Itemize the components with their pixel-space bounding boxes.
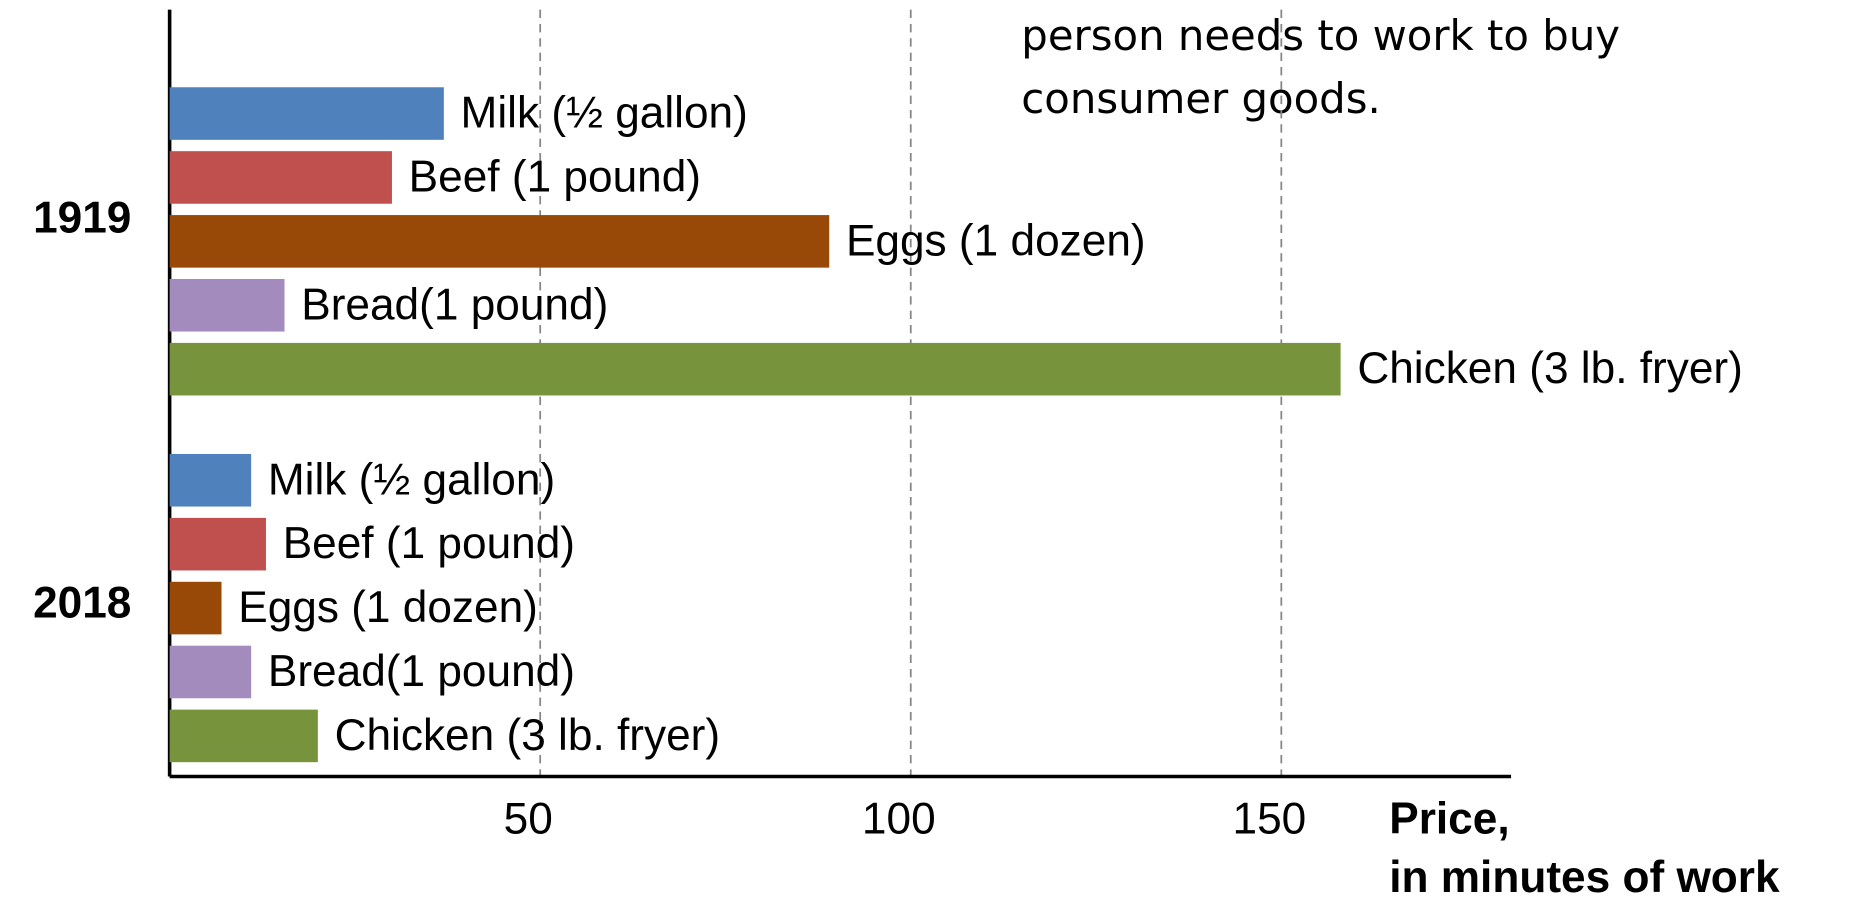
x-tick-label: 100 bbox=[862, 795, 936, 844]
bar-label: Beef (1 pound) bbox=[283, 519, 575, 568]
bar bbox=[169, 453, 252, 507]
bar-label: Eggs (1 dozen) bbox=[846, 216, 1146, 265]
bar-label: Milk (½ gallon) bbox=[461, 89, 748, 138]
bar bbox=[169, 645, 252, 699]
bar-label: Milk (½ gallon) bbox=[268, 455, 555, 504]
bar-label: Chicken (3 lb. fryer) bbox=[335, 711, 721, 760]
x-tick-label: 150 bbox=[1232, 795, 1306, 844]
axis-title: Price, bbox=[1389, 795, 1509, 844]
annotation: person needs to work to buy bbox=[1021, 11, 1620, 60]
bar-label: Eggs (1 dozen) bbox=[238, 583, 538, 632]
bar bbox=[169, 151, 392, 204]
bar bbox=[169, 87, 444, 140]
group-label: 2018 bbox=[33, 578, 131, 627]
bar bbox=[169, 342, 1341, 396]
bar-label: Bread(1 pound) bbox=[301, 280, 608, 329]
bar bbox=[169, 517, 266, 571]
bar bbox=[169, 581, 222, 635]
bar-label: Bread(1 pound) bbox=[268, 647, 575, 696]
axis-title: in minutes of work bbox=[1389, 853, 1780, 902]
bar bbox=[169, 709, 318, 763]
x-tick-label: 50 bbox=[504, 795, 553, 844]
bar bbox=[169, 278, 285, 332]
bar-label: Chicken (3 lb. fryer) bbox=[1357, 344, 1743, 393]
bar bbox=[169, 215, 830, 268]
annotation: consumer goods. bbox=[1021, 74, 1380, 123]
bar-label: Beef (1 pound) bbox=[409, 153, 701, 202]
group-label: 1919 bbox=[33, 194, 131, 243]
